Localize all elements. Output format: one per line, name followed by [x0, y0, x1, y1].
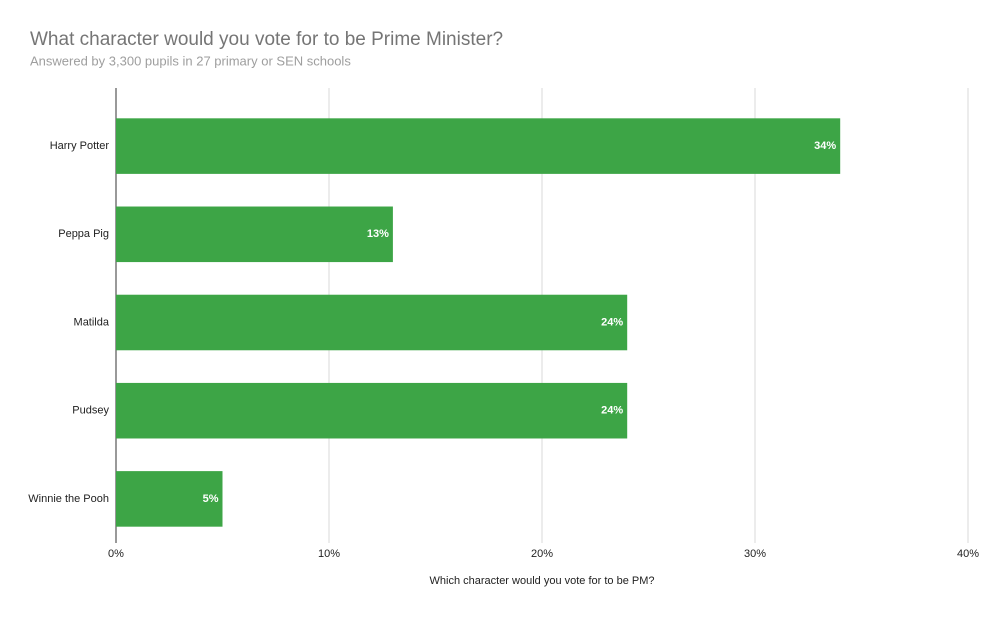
value-label: 24% [601, 405, 623, 417]
y-tick-label: Winnie the Pooh [28, 493, 109, 505]
x-tick-label: 30% [744, 548, 766, 560]
chart-title: What character would you vote for to be … [30, 29, 503, 50]
value-label: 34% [814, 140, 836, 152]
value-label: 5% [203, 493, 219, 505]
bar [116, 471, 223, 527]
chart-subtitle: Answered by 3,300 pupils in 27 primary o… [30, 53, 351, 68]
bar [116, 206, 393, 263]
bar [116, 294, 628, 351]
x-axis-title: Which character would you vote for to be… [430, 575, 655, 587]
y-tick-label: Harry Potter [50, 140, 110, 152]
y-tick-label: Matilda [74, 316, 110, 328]
x-tick-label: 10% [318, 548, 340, 560]
value-label: 13% [367, 228, 389, 240]
value-label: 24% [601, 316, 623, 328]
x-tick-label: 0% [108, 548, 124, 560]
bar [116, 118, 841, 174]
bar [116, 382, 628, 439]
y-tick-label: Peppa Pig [58, 228, 109, 240]
y-tick-label: Pudsey [72, 405, 109, 417]
x-tick-label: 20% [531, 548, 553, 560]
x-tick-label: 40% [957, 548, 979, 560]
